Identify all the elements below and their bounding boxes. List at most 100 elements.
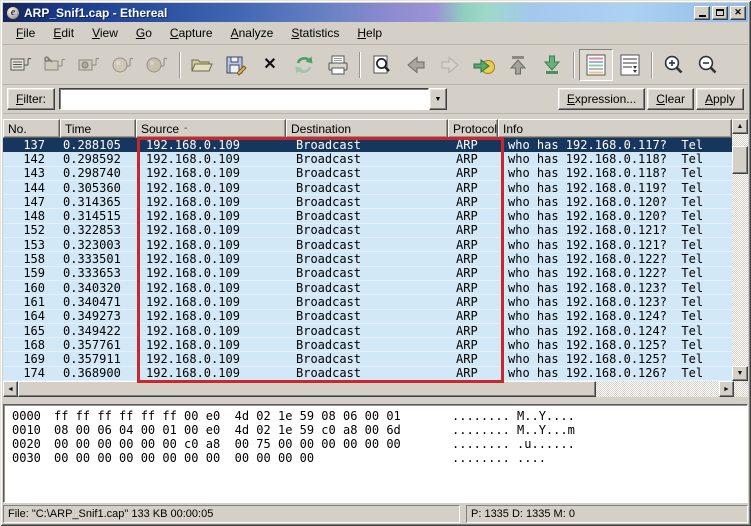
packet-row[interactable]: 165 0.349422 192.168.0.109 Broadcast ARP… (3, 324, 732, 339)
expression-button[interactable]: Expression... (557, 88, 646, 110)
close-file-button[interactable]: ✕ (253, 49, 287, 81)
filter-button[interactable]: Filter: (7, 88, 56, 110)
clear-button[interactable]: Clear (647, 88, 694, 110)
packet-row[interactable]: 153 0.323003 192.168.0.109 Broadcast ARP… (3, 237, 732, 253)
scroll-left-button[interactable]: ◄ (3, 381, 18, 398)
cell-protocol: ARP (456, 252, 478, 267)
filter-input[interactable] (59, 88, 430, 110)
menu-item[interactable]: Capture (169, 26, 213, 40)
capture-options-button[interactable] (39, 49, 73, 81)
packet-row[interactable]: 142 0.298592 192.168.0.109 Broadcast ARP… (3, 151, 732, 167)
cell-info: who has 192.168.0.120? Tel (508, 209, 704, 224)
filter-bar: Filter: ▼ Expression... Clear Apply (3, 85, 748, 114)
column-header-destination[interactable]: Destination (286, 119, 448, 138)
capture-interfaces-button[interactable] (5, 49, 39, 81)
packet-row[interactable]: 137 0.288105 192.168.0.109 Broadcast ARP… (3, 137, 732, 153)
hex-line[interactable]: 0010 08 00 06 04 00 01 00 e0 4d 02 1e 59… (12, 423, 747, 437)
print-button[interactable] (321, 49, 355, 81)
menu-item[interactable]: Edit (53, 26, 75, 40)
capture-restart-button[interactable] (141, 49, 175, 81)
scroll-down-button[interactable]: ▼ (732, 366, 748, 382)
cell-time: 0.298592 (63, 151, 121, 166)
vertical-scroll-track[interactable] (732, 174, 748, 366)
packet-row[interactable]: 168 0.357761 192.168.0.109 Broadcast ARP… (3, 338, 732, 353)
hex-view-pane[interactable]: 0000 ff ff ff ff ff ff 00 e0 4d 02 1e 59… (3, 404, 748, 503)
ethereal-logo-icon: e (6, 5, 20, 20)
minimize-button[interactable] (694, 5, 710, 20)
menu-item[interactable]: Statistics (291, 26, 340, 40)
packet-row[interactable]: 147 0.314365 192.168.0.109 Broadcast ARP… (3, 195, 732, 210)
cell-no: 160 (23, 280, 45, 295)
packet-row[interactable]: 152 0.322853 192.168.0.109 Broadcast ARP… (3, 223, 732, 239)
cell-time: 0.288105 (63, 137, 121, 152)
go-back-button[interactable] (399, 49, 433, 81)
filter-dropdown-button[interactable]: ▼ (429, 88, 448, 110)
hex-line[interactable]: 0020 00 00 00 00 00 00 c0 a8 00 75 00 00… (12, 437, 747, 451)
save-file-button[interactable] (219, 49, 253, 81)
hex-line[interactable]: 0030 00 00 00 00 00 00 00 00 00 00 00 00… (12, 451, 747, 465)
cell-no: 143 (23, 166, 45, 181)
packet-row[interactable]: 164 0.349273 192.168.0.109 Broadcast ARP… (3, 309, 732, 324)
packet-row[interactable]: 143 0.298740 192.168.0.109 Broadcast ARP… (3, 166, 732, 181)
cell-protocol: ARP (456, 180, 478, 195)
goto-top-button[interactable] (501, 49, 535, 81)
packet-row[interactable]: 160 0.340320 192.168.0.109 Broadcast ARP… (3, 280, 732, 296)
go-forward-button[interactable] (433, 49, 467, 81)
apply-button[interactable]: Apply (695, 88, 744, 110)
goto-packet-button[interactable] (467, 49, 501, 81)
packet-row[interactable]: 169 0.357911 192.168.0.109 Broadcast ARP… (3, 352, 732, 367)
cell-source: 192.168.0.109 (146, 294, 240, 309)
menu-item[interactable]: Go (135, 26, 152, 40)
cell-destination: Broadcast (296, 352, 362, 367)
horizontal-scrollbar[interactable]: ◄ ► (3, 381, 748, 398)
cell-destination: Broadcast (296, 237, 362, 252)
packet-row[interactable]: 144 0.305360 192.168.0.109 Broadcast ARP… (3, 180, 732, 196)
cell-source: 192.168.0.109 (146, 180, 240, 195)
vertical-scrollbar[interactable]: ▲ ▼ (732, 119, 748, 382)
menu-item[interactable]: View (92, 26, 118, 40)
horizontal-scroll-track[interactable] (596, 381, 719, 397)
autoscroll-icon (620, 54, 640, 75)
goto-bottom-button[interactable] (535, 49, 569, 81)
zoom-in-button[interactable] (657, 49, 691, 81)
column-header-source[interactable]: Source - (136, 119, 286, 138)
title-bar[interactable]: e ARP_Snif1.cap - Ethereal ✕ (3, 3, 748, 22)
hex-bytes: ff ff ff ff ff ff 00 e0 4d 02 1e 59 08 0… (54, 409, 401, 424)
toolbar-separator (651, 51, 653, 78)
hex-offset: 0020 (12, 437, 41, 452)
open-file-button[interactable] (185, 49, 219, 81)
column-header-no[interactable]: No. (3, 119, 60, 138)
cell-no: 159 (23, 266, 45, 281)
reload-button[interactable] (287, 49, 321, 81)
close-button[interactable]: ✕ (730, 5, 746, 20)
column-header-info[interactable]: Info (498, 119, 732, 138)
menu-item[interactable]: Help (357, 26, 383, 40)
menu-item[interactable]: Analyze (230, 26, 274, 40)
maximize-icon (716, 9, 724, 16)
horizontal-scroll-thumb[interactable] (18, 381, 596, 398)
capture-stop-button[interactable] (107, 49, 141, 81)
packet-row[interactable]: 158 0.333501 192.168.0.109 Broadcast ARP… (3, 252, 732, 267)
menu-item[interactable]: File (16, 26, 36, 40)
autoscroll-button[interactable] (613, 49, 647, 81)
packet-row[interactable]: 148 0.314515 192.168.0.109 Broadcast ARP… (3, 209, 732, 224)
packet-row[interactable]: 161 0.340471 192.168.0.109 Broadcast ARP… (3, 294, 732, 310)
colorize-button[interactable] (579, 48, 613, 81)
packet-row[interactable]: 174 0.368900 192.168.0.109 Broadcast ARP… (3, 366, 732, 382)
vertical-scroll-thumb[interactable] (732, 146, 748, 174)
cell-no: 153 (23, 237, 45, 252)
cell-destination: Broadcast (296, 309, 362, 324)
cell-protocol: ARP (456, 309, 478, 324)
column-header-protocol[interactable]: Protocol (448, 119, 498, 138)
packet-row[interactable]: 159 0.333653 192.168.0.109 Broadcast ARP… (3, 266, 732, 281)
capture-start-button[interactable] (73, 49, 107, 81)
cell-source: 192.168.0.109 (146, 137, 240, 152)
scroll-right-button[interactable]: ► (719, 381, 734, 398)
find-packet-button[interactable] (365, 49, 399, 81)
scroll-up-button[interactable]: ▲ (732, 119, 748, 134)
hex-line[interactable]: 0000 ff ff ff ff ff ff 00 e0 4d 02 1e 59… (12, 409, 747, 423)
column-header-time[interactable]: Time (60, 119, 136, 138)
maximize-button[interactable] (712, 5, 728, 20)
zoom-out-button[interactable] (691, 49, 725, 81)
goto-top-icon (509, 55, 527, 74)
